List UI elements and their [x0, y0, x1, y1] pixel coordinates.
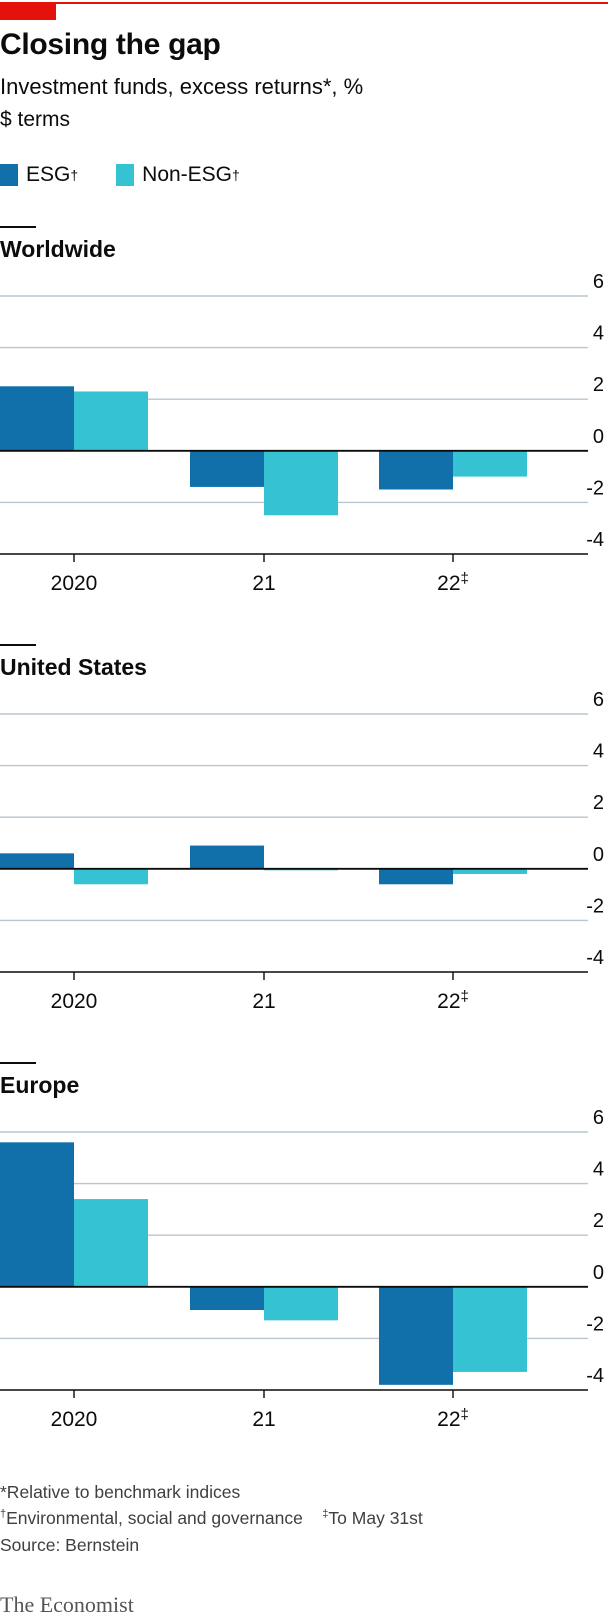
chart-title: Closing the gap: [0, 28, 221, 61]
unit-label: $ terms: [0, 108, 71, 131]
bar-non-esg-2020: [74, 391, 148, 451]
y-tick-label: 2: [593, 374, 604, 396]
bar-non-esg-2020: [74, 1199, 148, 1287]
x-tick-label: 21: [252, 1408, 275, 1431]
legend-item-non-esg: Non-ESG †: [116, 163, 240, 187]
chart-europe: 6 4 2 0 -2 -4 2020 21 22‡: [0, 1107, 604, 1431]
y-tick-label: -2: [586, 477, 604, 499]
x-tick-label: 2020: [51, 1408, 98, 1431]
panel-rule-united-states: [0, 644, 36, 646]
bar-esg-21: [190, 1286, 264, 1311]
legend-swatch-esg: [0, 164, 18, 186]
y-tick-label: 4: [593, 741, 604, 763]
y-tick-label: 6: [593, 271, 604, 293]
footnote-definitions: †Environmental, social and governance ‡T…: [0, 1508, 423, 1529]
chart-united-states: 6 4 2 0 -2 -4 2020 21 22‡: [0, 689, 604, 1013]
bar-esg-2020: [0, 1142, 74, 1287]
x-tick-label: 2020: [51, 990, 98, 1013]
x-tick-mark: ‡: [461, 988, 469, 1005]
bar-non-esg-21: [264, 450, 338, 516]
bar-non-esg-22: [453, 1286, 527, 1372]
y-tick-label: 0: [593, 844, 604, 866]
legend-item-esg: ESG †: [0, 163, 78, 187]
footnote-relative: *Relative to benchmark indices: [0, 1482, 241, 1502]
bar-non-esg-21: [264, 1286, 338, 1321]
y-tick-label: 2: [593, 1210, 604, 1232]
panel-rule-worldwide: [0, 226, 36, 228]
x-tick-label: 22‡: [437, 570, 469, 595]
x-tick-label: 21: [252, 572, 275, 595]
y-tick-label: -4: [586, 529, 604, 551]
y-tick-label: -4: [586, 1365, 604, 1387]
chart-worldwide: 6 4 2 0 -2 -4 2020 21 22‡: [0, 271, 604, 595]
bar-esg-21: [190, 845, 264, 869]
footnote-esg: Environmental, social and governance: [6, 1508, 303, 1528]
x-tick-label: 2020: [51, 572, 98, 595]
bar-esg-22: [379, 1286, 453, 1385]
bar-esg-22: [379, 868, 453, 885]
y-tick-label: -4: [586, 947, 604, 969]
red-tab-logo-mark: [0, 2, 56, 20]
panel-title-europe: Europe: [0, 1072, 80, 1098]
x-tick-label: 22‡: [437, 988, 469, 1013]
panel-rule-europe: [0, 1062, 36, 1064]
legend-label-non-esg: Non-ESG: [142, 163, 233, 186]
y-tick-label: -2: [586, 1313, 604, 1335]
y-tick-label: 6: [593, 689, 604, 711]
y-tick-label: 0: [593, 426, 604, 448]
legend-swatch-non-esg: [116, 164, 135, 186]
y-tick-label: -2: [586, 895, 604, 917]
footnote-date: To May 31st: [328, 1508, 423, 1528]
legend-label-esg: ESG: [26, 163, 71, 186]
y-tick-label: 4: [593, 323, 604, 345]
bar-esg-2020: [0, 386, 74, 451]
top-accent-line: [0, 2, 608, 4]
y-tick-label: 0: [593, 1262, 604, 1284]
bar-esg-22: [379, 450, 453, 490]
panel-title-worldwide: Worldwide: [0, 236, 116, 262]
x-tick-mark: ‡: [461, 1406, 469, 1423]
chart-subtitle: Investment funds, excess returns*, %: [0, 74, 364, 99]
footnote-mark-double-dagger: ‡: [322, 1508, 329, 1521]
bar-non-esg-22: [453, 868, 527, 874]
footnote-mark-dagger: †: [0, 1508, 7, 1521]
source-label: Source: Bernstein: [0, 1535, 140, 1555]
y-tick-label: 4: [593, 1159, 604, 1181]
publisher-brand: The Economist: [0, 1592, 134, 1617]
x-tick-label: 22‡: [437, 1406, 469, 1431]
bar-esg-2020: [0, 853, 74, 869]
x-tick-label: 21: [252, 990, 275, 1013]
legend: ESG † Non-ESG †: [0, 162, 278, 188]
y-tick-label: 6: [593, 1107, 604, 1129]
x-tick-mark: ‡: [461, 570, 469, 587]
panel-title-united-states: United States: [0, 654, 147, 680]
bar-esg-21: [190, 450, 264, 487]
y-tick-label: 2: [593, 792, 604, 814]
bar-non-esg-22: [453, 450, 527, 477]
bar-non-esg-2020: [74, 868, 148, 885]
